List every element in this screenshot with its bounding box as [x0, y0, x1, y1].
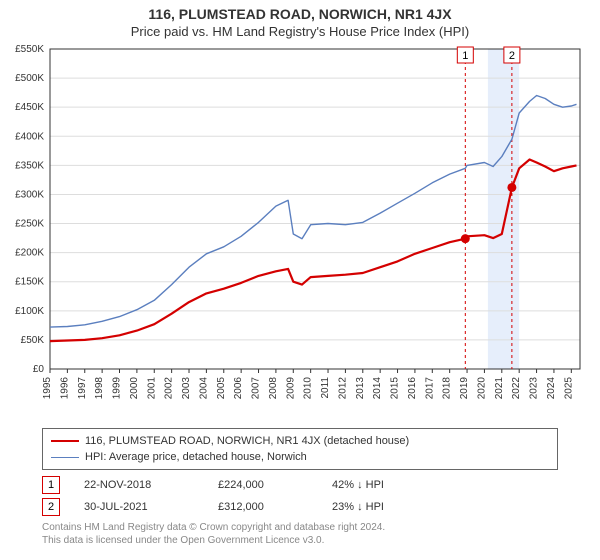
y-tick-label: £350K [15, 160, 44, 171]
x-tick-label: 2002 [164, 377, 175, 400]
sale-vs-hpi: 23% ↓ HPI [332, 501, 432, 513]
x-tick-label: 2007 [251, 377, 262, 400]
x-tick-label: 2018 [442, 377, 453, 400]
x-tick-label: 1997 [77, 377, 88, 400]
x-tick-label: 2019 [459, 377, 470, 400]
legend-label: 116, PLUMSTEAD ROAD, NORWICH, NR1 4JX (d… [85, 433, 409, 449]
y-tick-label: £300K [15, 189, 44, 200]
x-tick-label: 2022 [511, 377, 522, 400]
legend-label: HPI: Average price, detached house, Norw… [85, 449, 307, 465]
data-attribution: Contains HM Land Registry data © Crown c… [42, 522, 558, 547]
x-tick-label: 2008 [268, 377, 279, 400]
y-tick-label: £150K [15, 277, 44, 288]
sale-vs-hpi: 42% ↓ HPI [332, 479, 432, 491]
x-tick-label: 1999 [112, 377, 123, 400]
sale-date: 22-NOV-2018 [84, 479, 194, 491]
x-tick-label: 2025 [563, 377, 574, 400]
x-tick-label: 1996 [59, 377, 70, 400]
x-tick-label: 2009 [285, 377, 296, 400]
sale-point-dot [461, 234, 470, 243]
y-tick-label: £0 [33, 364, 45, 375]
x-tick-label: 2024 [546, 377, 557, 400]
x-tick-label: 2006 [233, 377, 244, 400]
x-tick-label: 2021 [494, 377, 505, 400]
legend-swatch [51, 457, 79, 458]
y-tick-label: £450K [15, 102, 44, 113]
y-tick-label: £400K [15, 131, 44, 142]
x-tick-label: 2016 [407, 377, 418, 400]
legend-row: 116, PLUMSTEAD ROAD, NORWICH, NR1 4JX (d… [51, 433, 549, 449]
chart-title-subtitle: Price paid vs. HM Land Registry's House … [0, 24, 600, 39]
chart-legend: 116, PLUMSTEAD ROAD, NORWICH, NR1 4JX (d… [42, 428, 558, 470]
covid-shade-band [488, 49, 519, 369]
attribution-line: This data is licensed under the Open Gov… [42, 535, 558, 548]
x-tick-label: 2012 [337, 377, 348, 400]
x-tick-label: 2020 [476, 377, 487, 400]
y-tick-label: £100K [15, 306, 44, 317]
x-tick-label: 2014 [372, 377, 383, 400]
x-tick-label: 2003 [181, 377, 192, 400]
x-tick-label: 1998 [94, 377, 105, 400]
price-chart: £0 £50K £100K £150K £200K £250K £300K £350K £400… [0, 39, 600, 422]
sale-price: £312,000 [218, 501, 308, 513]
sale-badge: 1 [42, 476, 60, 494]
legend-swatch [51, 440, 79, 442]
chart-title-address: 116, PLUMSTEAD ROAD, NORWICH, NR1 4JX [0, 6, 600, 22]
x-tick-label: 2015 [390, 377, 401, 400]
x-tick-label: 1995 [42, 377, 53, 400]
sales-table: 1 22-NOV-2018 £224,000 42% ↓ HPI 2 30-JUL-202… [42, 474, 558, 518]
x-tick-label: 2013 [355, 377, 366, 400]
sale-date: 30-JUL-2021 [84, 501, 194, 513]
sale-badge: 2 [42, 498, 60, 516]
x-tick-label: 2011 [320, 377, 331, 399]
y-tick-label: £50K [21, 335, 45, 346]
y-tick-label: £200K [15, 248, 44, 259]
chart-titles: 116, PLUMSTEAD ROAD, NORWICH, NR1 4JX Pr… [0, 0, 600, 39]
y-tick-label: £550K [15, 44, 44, 55]
x-tick-label: 2005 [216, 377, 227, 400]
sale-price: £224,000 [218, 479, 308, 491]
sale-row: 1 22-NOV-2018 £224,000 42% ↓ HPI [42, 474, 558, 496]
y-tick-label: £500K [15, 73, 44, 84]
x-tick-label: 2017 [424, 377, 435, 400]
x-tick-label: 2010 [303, 377, 314, 400]
attribution-line: Contains HM Land Registry data © Crown c… [42, 522, 558, 535]
legend-row: HPI: Average price, detached house, Norw… [51, 449, 549, 465]
y-tick-label: £250K [15, 219, 44, 230]
x-tick-label: 2000 [129, 377, 140, 400]
sale-marker-number: 2 [509, 50, 515, 62]
sale-marker-number: 1 [462, 50, 468, 62]
sale-row: 2 30-JUL-2021 £312,000 23% ↓ HPI [42, 496, 558, 518]
x-tick-label: 2004 [198, 377, 209, 400]
x-tick-label: 2001 [146, 377, 157, 400]
x-tick-label: 2023 [529, 377, 540, 400]
sale-point-dot [507, 183, 516, 192]
